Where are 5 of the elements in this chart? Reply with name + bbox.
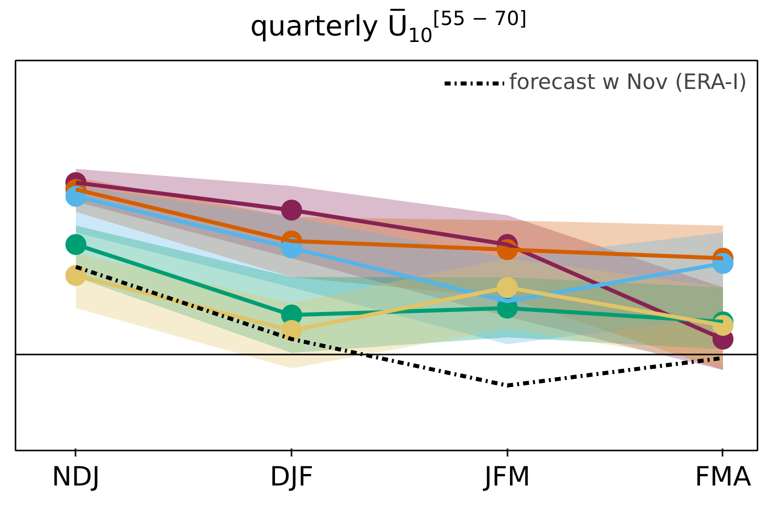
x-tick-label: FMA [694,462,752,492]
x-tick-label: NDJ [52,462,100,492]
x-tick-label: DJF [270,462,314,492]
legend-label: forecast w Nov (ERA-I) [509,70,747,95]
x-tick-label: JFM [482,462,530,492]
